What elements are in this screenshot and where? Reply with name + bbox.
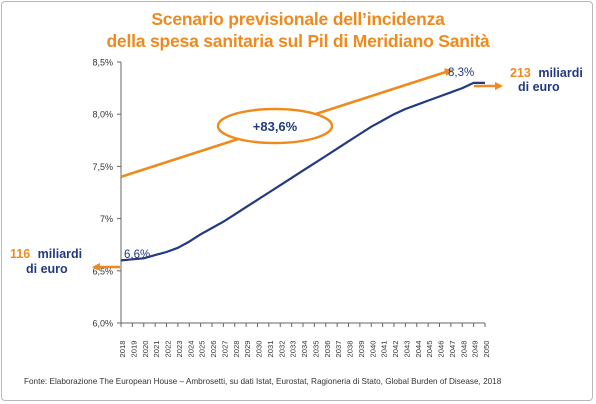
x-tick-label: 2019 (129, 341, 138, 358)
x-tick-label: 2044 (414, 341, 423, 358)
y-tick-label: 6,0% (92, 319, 113, 329)
x-tick-label: 2048 (459, 341, 468, 358)
source-note: Fonte: Elaborazione The European House –… (24, 377, 502, 386)
x-tick-label: 2039 (357, 341, 366, 358)
x-tick-label: 2029 (243, 341, 252, 358)
x-tick-label: 2041 (380, 341, 389, 358)
end-value-label: 8,3% (448, 67, 474, 79)
x-tick-label: 2021 (152, 341, 161, 358)
x-tick-label: 2037 (334, 341, 343, 358)
chart-title: Scenario previsionale dell’incidenza del… (0, 8, 596, 52)
x-tick-label: 2047 (448, 341, 457, 358)
x-tick-label: 2040 (368, 341, 377, 358)
y-tick-label: 8,0% (92, 110, 113, 120)
x-tick-label: 2027 (220, 341, 229, 358)
x-tick-label: 2049 (471, 341, 480, 358)
x-tick-label: 2025 (198, 341, 207, 358)
x-tick-label: 2036 (323, 341, 332, 358)
right-amount-label: 213 miliardi (510, 66, 583, 80)
y-tick-label: 6,5% (92, 266, 113, 276)
left-amount-unit-2: di euro (26, 262, 68, 276)
x-tick-label: 2045 (425, 341, 434, 358)
y-tick-label: 8,5% (92, 58, 113, 68)
x-tick-label: 2033 (289, 341, 298, 358)
x-axis-ticks: 2018 2019 2020 2021 2022 2023 2024 2025 2026 2027… (118, 323, 491, 357)
chart-title-line-2: della spesa sanitaria sul Pil di Meridia… (106, 31, 490, 51)
x-tick-label: 2050 (482, 341, 491, 358)
left-amount-label: 116 miliardi (10, 247, 82, 261)
x-tick-label: 2024 (186, 341, 195, 358)
x-tick-label: 2022 (164, 341, 173, 358)
x-tick-label: 2020 (141, 341, 150, 358)
chart-axes (120, 62, 485, 324)
y-tick-label: 7% (100, 214, 113, 224)
right-amount-number: 213 (510, 66, 531, 80)
growth-label: +83,6% (253, 119, 298, 134)
right-amount-unit-2: di euro (518, 80, 560, 94)
y-axis-ticks: 6,0% 6,5% 7% 7,5% 8,0% 8,5% (92, 58, 121, 329)
y-tick-label: 7,5% (92, 162, 113, 172)
x-tick-label: 2018 (118, 341, 127, 358)
x-tick-label: 2046 (437, 341, 446, 358)
chart-title-line-1: Scenario previsionale dell’incidenza (151, 9, 445, 29)
x-tick-label: 2028 (232, 341, 241, 358)
left-amount-number: 116 (10, 247, 30, 261)
x-tick-label: 2042 (391, 341, 400, 358)
x-tick-label: 2038 (346, 341, 355, 358)
x-tick-label: 2030 (255, 341, 264, 358)
start-value-label: 6,6% (124, 249, 150, 261)
series-line (120, 81, 485, 262)
x-tick-label: 2034 (300, 341, 309, 358)
x-tick-label: 2026 (209, 341, 218, 358)
x-tick-label: 2035 (311, 341, 320, 358)
x-tick-label: 2032 (277, 341, 286, 358)
x-tick-label: 2043 (402, 341, 411, 358)
x-tick-label: 2023 (175, 341, 184, 358)
right-amount-unit-1: miliardi (538, 66, 582, 80)
x-tick-label: 2031 (266, 341, 275, 358)
left-amount-unit-1: miliardi (38, 247, 82, 261)
growth-ellipse (216, 107, 334, 145)
